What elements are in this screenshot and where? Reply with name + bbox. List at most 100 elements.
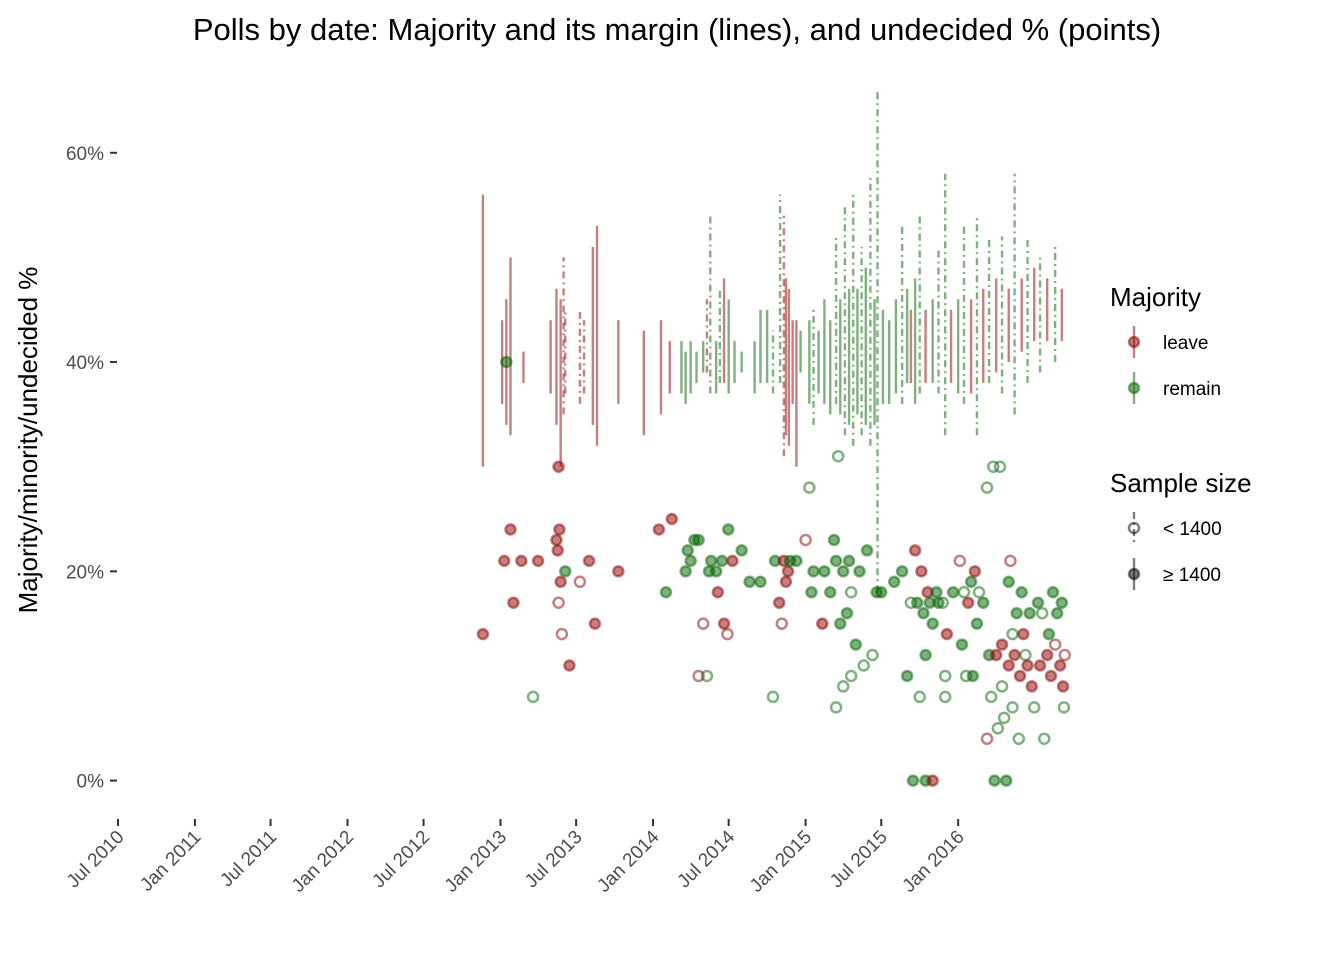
undecided-point [926, 617, 939, 630]
undecided-point [887, 575, 901, 589]
undecided-point [775, 617, 789, 630]
undecided-point [709, 565, 723, 578]
undecided-point [970, 617, 984, 630]
undecided-point [805, 586, 818, 599]
undecided-point [957, 586, 971, 599]
undecided-point [582, 554, 596, 568]
undecided-point [1013, 669, 1027, 683]
undecided-point [1012, 732, 1026, 746]
undecided-point [550, 533, 563, 547]
undecided-point [807, 565, 820, 578]
undecided-point [919, 648, 932, 662]
undecided-point [504, 523, 517, 536]
undecided-point [955, 638, 969, 651]
undecided-point [980, 481, 994, 494]
undecided-point [1002, 575, 1015, 589]
x-tick-label: Jan 2015 [746, 827, 816, 897]
undecided-point [696, 617, 710, 630]
undecided-point [976, 596, 990, 609]
undecided-point [715, 554, 729, 568]
undecided-point [799, 533, 812, 547]
x-tick-label: Jul 2011 [216, 827, 281, 892]
undecided-point [946, 586, 960, 599]
undecided-point [995, 638, 1009, 651]
undecided-point [1056, 680, 1070, 693]
undecided-point [860, 544, 874, 557]
x-tick-label: Jan 2012 [288, 827, 358, 897]
undecided-point [834, 617, 847, 630]
undecided-point [679, 565, 692, 578]
x-tick-label: Jul 2012 [368, 827, 434, 893]
undecided-point [717, 617, 731, 630]
undecided-point [831, 449, 845, 463]
undecided-point [726, 554, 739, 568]
undecided-point [558, 565, 572, 578]
legend-key-point [1127, 521, 1141, 535]
undecided-point [531, 554, 545, 568]
undecided-point [779, 575, 793, 589]
x-tick-label: Jul 2010 [63, 827, 129, 893]
y-axis-title: Majority/minority/undecided % [13, 267, 43, 614]
undecided-point [1021, 659, 1034, 672]
undecided-point [816, 617, 829, 630]
undecided-point [1044, 669, 1058, 683]
legend-key-point [1127, 381, 1141, 395]
undecided-point [824, 586, 837, 599]
undecided-point [553, 523, 566, 536]
undecided-point [999, 774, 1013, 787]
undecided-point [684, 554, 697, 568]
undecided-point [1057, 701, 1071, 714]
undecided-point [1010, 606, 1023, 620]
undecided-point [722, 523, 735, 536]
undecided-point [961, 596, 975, 609]
undecided-point [895, 565, 909, 578]
undecided-point [1023, 606, 1036, 620]
undecided-point [515, 554, 528, 568]
undecided-point [766, 690, 780, 704]
undecided-point [743, 575, 756, 589]
undecided-point [993, 460, 1007, 473]
undecided-point [1050, 606, 1064, 620]
undecided-point [844, 669, 858, 683]
chart-title: Polls by date: Majority and its margin (… [193, 12, 1161, 47]
undecided-point [987, 460, 1000, 473]
undecided-point [968, 565, 982, 578]
undecided-point [842, 554, 856, 568]
undecided-point [711, 586, 725, 599]
legend-label: ≥ 1400 [1163, 565, 1221, 586]
undecided-point [1046, 586, 1060, 599]
undecided-point [1006, 701, 1019, 714]
undecided-point [704, 554, 718, 568]
undecided-point [659, 586, 673, 599]
undecided-point [476, 627, 490, 641]
undecided-point [735, 544, 748, 557]
x-tick-label: Jul 2014 [674, 826, 740, 892]
undecided-point [938, 690, 952, 704]
legend-sample-size-title: Sample size [1110, 468, 1252, 498]
y-tick-label: 20% [66, 562, 104, 583]
undecided-point [908, 544, 922, 557]
undecided-point [1038, 732, 1051, 746]
undecided-point [840, 606, 854, 620]
x-tick-label: Jul 2015 [826, 827, 892, 893]
y-tick-label: 0% [77, 772, 105, 793]
y-tick-label: 40% [66, 353, 104, 374]
undecided-point [1058, 648, 1071, 662]
undecided-point [829, 701, 843, 714]
undecided-point [612, 565, 625, 578]
undecided-point [1027, 701, 1041, 714]
undecided-point [836, 680, 850, 693]
undecided-point [1025, 680, 1038, 693]
x-tick-label: Jan 2011 [136, 827, 205, 896]
y-tick-label: 60% [66, 144, 104, 165]
undecided-point [1006, 627, 1019, 641]
undecided-point [700, 669, 714, 683]
x-tick-label: Jul 2013 [521, 827, 587, 893]
undecided-point [997, 711, 1011, 725]
undecided-point [917, 606, 930, 620]
undecided-point [972, 586, 986, 599]
undecided-point [1035, 606, 1049, 620]
undecided-point [900, 669, 914, 683]
undecided-point [1015, 586, 1028, 599]
